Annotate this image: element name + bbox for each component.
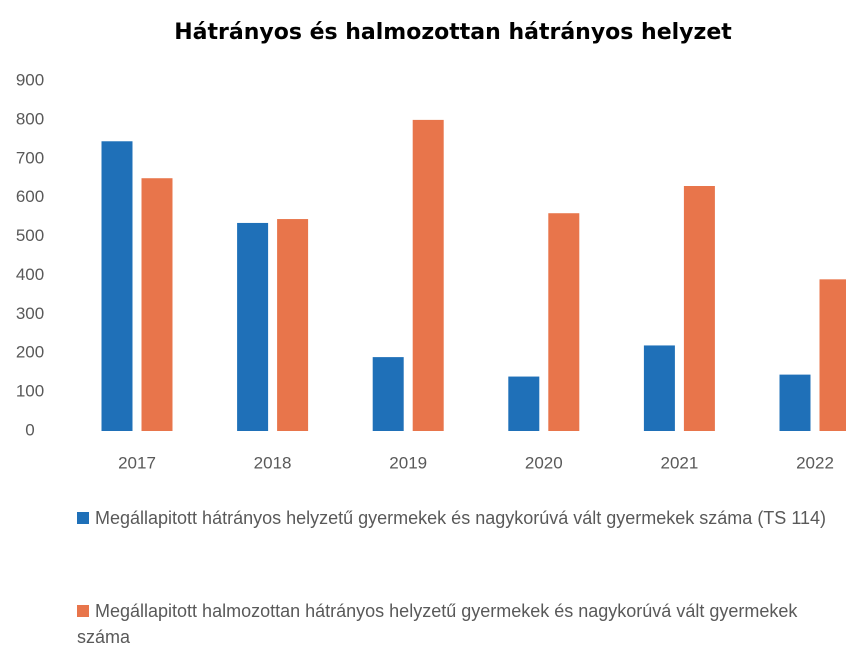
bar (683, 186, 715, 431)
y-tick-label: 400 (16, 265, 44, 284)
y-tick-label: 700 (16, 148, 44, 167)
x-tick-label: 2017 (118, 453, 156, 472)
bar (643, 345, 675, 431)
bar (779, 374, 811, 431)
bar (372, 357, 404, 431)
legend-item: Megállapitott halmozottan hátrányos hely… (77, 598, 837, 650)
bar (819, 279, 846, 431)
y-tick-label: 0 (25, 420, 34, 439)
x-tick-label: 2022 (796, 453, 834, 472)
y-tick-label: 300 (16, 304, 44, 323)
chart-title: Hátrányos és halmozottan hátrányos helyz… (174, 20, 732, 45)
bar (277, 219, 309, 431)
y-tick-label: 600 (16, 187, 44, 206)
x-tick-label: 2019 (389, 453, 427, 472)
legend-swatch (77, 605, 89, 617)
y-tick-label: 900 (16, 70, 44, 89)
chart: Hátrányos és halmozottan hátrányos helyz… (16, 20, 846, 472)
x-tick-label: 2020 (525, 453, 563, 472)
legend-label: Megállapitott halmozottan hátrányos hely… (77, 601, 798, 647)
y-tick-label: 800 (16, 109, 44, 128)
bar (101, 141, 133, 431)
legend-item: Megállapitott hátrányos helyzetű gyermek… (77, 505, 837, 531)
legend-swatch (77, 512, 89, 524)
bar (412, 119, 444, 431)
bar (508, 376, 540, 431)
bar (141, 178, 173, 431)
x-tick-label: 2018 (254, 453, 292, 472)
y-tick-label: 200 (16, 343, 44, 362)
y-tick-label: 100 (16, 382, 44, 401)
y-tick-label: 500 (16, 226, 44, 245)
legend-label: Megállapitott hátrányos helyzetű gyermek… (95, 508, 827, 528)
bar (548, 213, 580, 431)
bar (237, 222, 269, 431)
x-tick-label: 2021 (660, 453, 698, 472)
